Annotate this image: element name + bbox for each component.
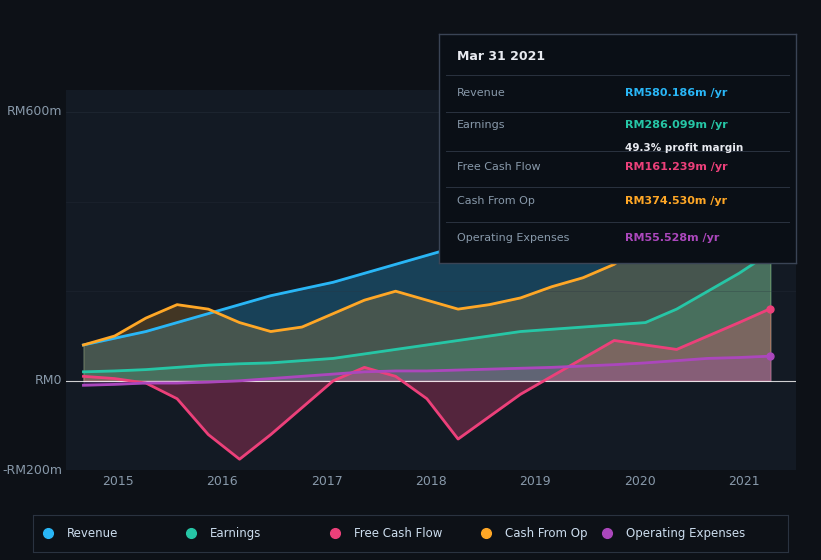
- Text: RM55.528m /yr: RM55.528m /yr: [625, 233, 719, 243]
- Text: Revenue: Revenue: [67, 527, 118, 540]
- Text: Operating Expenses: Operating Expenses: [626, 527, 745, 540]
- Text: RM0: RM0: [34, 374, 62, 388]
- Text: RM580.186m /yr: RM580.186m /yr: [625, 88, 727, 99]
- Text: Mar 31 2021: Mar 31 2021: [457, 50, 545, 63]
- Text: -RM200m: -RM200m: [2, 464, 62, 477]
- Text: Free Cash Flow: Free Cash Flow: [457, 162, 541, 172]
- Text: Free Cash Flow: Free Cash Flow: [354, 527, 443, 540]
- Text: RM600m: RM600m: [7, 105, 62, 119]
- Text: RM286.099m /yr: RM286.099m /yr: [625, 120, 727, 130]
- Text: 49.3% profit margin: 49.3% profit margin: [625, 143, 743, 153]
- Text: Cash From Op: Cash From Op: [505, 527, 587, 540]
- Text: Revenue: Revenue: [457, 88, 506, 99]
- Text: Operating Expenses: Operating Expenses: [457, 233, 570, 243]
- Text: Cash From Op: Cash From Op: [457, 196, 535, 206]
- Text: RM374.530m /yr: RM374.530m /yr: [625, 196, 727, 206]
- Text: Earnings: Earnings: [457, 120, 506, 130]
- Text: Earnings: Earnings: [210, 527, 262, 540]
- Text: RM161.239m /yr: RM161.239m /yr: [625, 162, 727, 172]
